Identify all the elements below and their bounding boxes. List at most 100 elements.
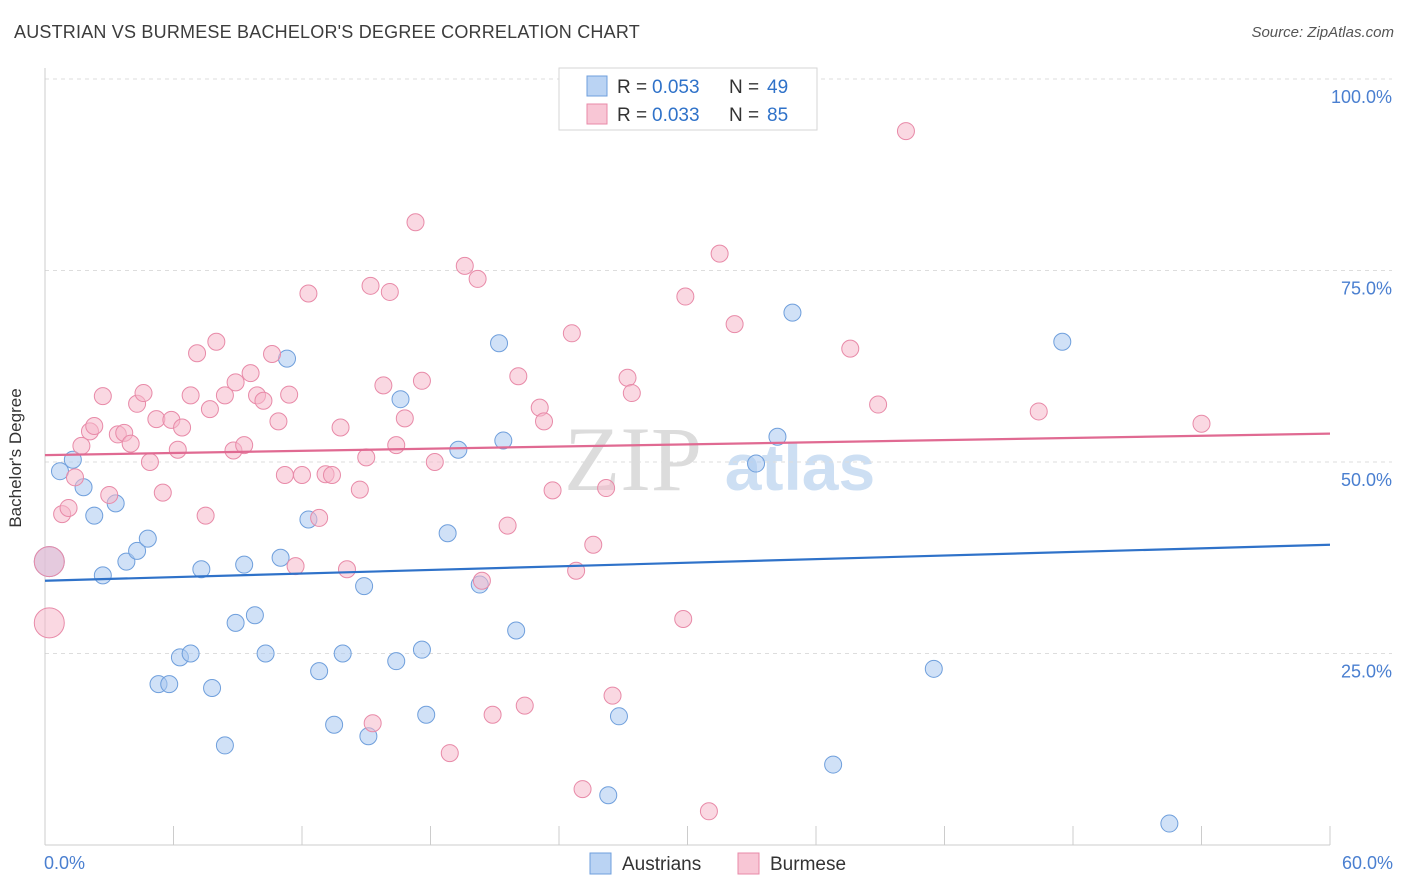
x-tick-label-max: 60.0% <box>1342 853 1393 873</box>
data-point <box>725 315 744 334</box>
data-point <box>357 448 376 467</box>
data-point <box>584 535 603 554</box>
data-point <box>85 506 104 525</box>
data-point <box>699 802 718 821</box>
data-point <box>573 780 592 799</box>
chart-source: Source: ZipAtlas.com <box>1251 24 1394 41</box>
data-point <box>824 755 843 774</box>
data-point <box>674 610 693 629</box>
data-point <box>1029 402 1048 421</box>
data-point <box>350 480 369 499</box>
legend-box: R = 0.053 N = 49 R = 0.033 N = 85 <box>558 67 818 131</box>
data-point <box>245 606 264 625</box>
legend-n-value: 85 <box>767 105 788 126</box>
data-point <box>896 122 915 141</box>
data-point <box>140 453 159 471</box>
legend-r-label: R = <box>617 105 647 126</box>
data-point <box>128 541 147 560</box>
data-point <box>117 552 136 571</box>
data-point <box>275 466 294 485</box>
y-tick-label: 75.0% <box>1341 279 1392 299</box>
data-point <box>168 440 187 459</box>
data-point <box>59 498 78 517</box>
data-point <box>188 344 207 363</box>
data-point <box>440 744 459 763</box>
legend-r-label: R = <box>617 77 647 98</box>
data-point <box>449 440 468 459</box>
data-point <box>768 427 787 446</box>
data-point <box>207 332 226 351</box>
data-point <box>468 269 487 288</box>
data-point <box>160 675 179 694</box>
data-point <box>310 508 329 527</box>
data-point <box>361 276 380 295</box>
data-point <box>455 256 474 275</box>
data-point <box>254 391 273 410</box>
data-point <box>391 390 410 409</box>
data-point <box>310 662 329 681</box>
data-point <box>333 644 352 663</box>
legend-n-label: N = <box>729 105 759 126</box>
data-point <box>215 386 234 405</box>
data-point <box>483 705 502 724</box>
data-point <box>472 571 491 590</box>
legend-swatch <box>586 103 608 125</box>
data-point <box>299 284 318 303</box>
legend-r-value: 0.053 <box>652 77 700 98</box>
data-point <box>226 373 245 392</box>
data-point <box>256 644 275 663</box>
data-point <box>235 436 254 455</box>
data-point <box>280 385 299 404</box>
data-point <box>783 303 802 322</box>
data-point <box>138 529 157 548</box>
data-point <box>235 555 254 574</box>
data-point <box>618 368 637 387</box>
data-point <box>599 786 618 805</box>
data-point <box>134 384 153 403</box>
data-point <box>147 410 166 429</box>
bottom-legend-label: Burmese <box>770 854 846 875</box>
data-point <box>286 557 305 576</box>
data-point <box>507 621 526 640</box>
data-point <box>271 548 290 567</box>
data-point <box>293 466 311 485</box>
data-point <box>406 213 425 232</box>
data-point <box>562 324 581 343</box>
data-point <box>263 344 282 363</box>
trend-line-austrians <box>44 543 1331 582</box>
data-point <box>676 287 695 306</box>
chart-title: AUSTRIAN VS BURMESE BACHELOR'S DEGREE CO… <box>14 22 640 42</box>
data-point <box>395 409 414 428</box>
data-point <box>387 436 406 455</box>
data-point <box>515 696 534 715</box>
data-point <box>241 364 260 383</box>
data-point <box>1192 414 1211 433</box>
data-point <box>153 483 172 502</box>
legend-n-value: 49 <box>767 77 788 98</box>
data-point <box>181 644 200 663</box>
data-point <box>173 418 192 437</box>
data-point <box>535 412 554 431</box>
data-point <box>609 707 628 726</box>
data-point <box>869 395 888 414</box>
bottom-legend-swatch <box>589 852 612 875</box>
data-point <box>509 367 528 386</box>
data-point <box>1053 332 1072 351</box>
data-point <box>417 705 436 724</box>
data-point <box>85 416 104 435</box>
series-burmese-points <box>33 122 1211 821</box>
data-point <box>278 349 297 368</box>
data-point <box>269 412 288 431</box>
data-point <box>65 468 84 487</box>
legend-swatch <box>586 75 608 97</box>
data-point <box>543 481 562 500</box>
data-point <box>603 686 622 705</box>
data-point <box>374 376 393 395</box>
data-point <box>490 334 509 353</box>
data-point <box>200 400 219 419</box>
y-tick-label: 50.0% <box>1341 470 1392 490</box>
data-point <box>924 659 943 678</box>
data-point <box>387 652 406 671</box>
data-point <box>121 434 140 453</box>
